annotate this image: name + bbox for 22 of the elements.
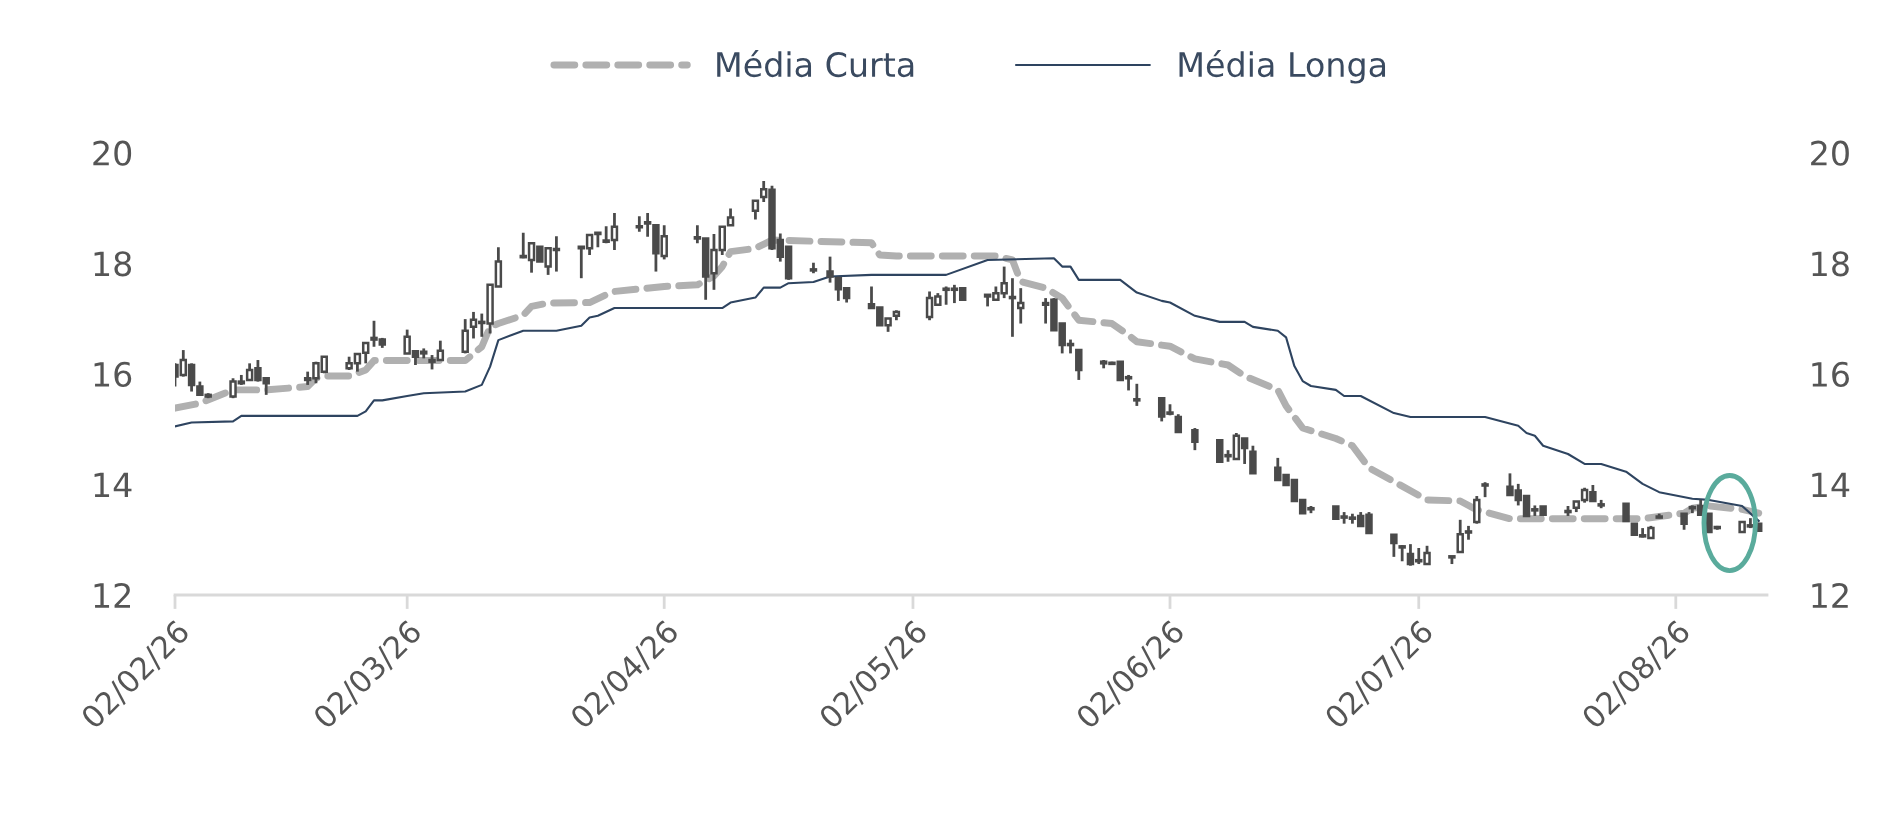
y2-tick-label: 12 bbox=[1812, 582, 1848, 608]
y-tick-label: 16 bbox=[94, 361, 132, 387]
y-tick-label: 20 bbox=[93, 140, 132, 166]
y-tick-label: 14 bbox=[94, 472, 132, 498]
candlestick bbox=[1473, 494, 1481, 526]
candlestick bbox=[1008, 276, 1017, 339]
y2-tick-label: 16 bbox=[1812, 361, 1849, 387]
candlestick bbox=[1075, 348, 1083, 382]
legend-label: Média Longa bbox=[1179, 50, 1386, 84]
candlestick bbox=[461, 317, 469, 355]
candlestick bbox=[1017, 286, 1025, 325]
y-tick-label: 18 bbox=[94, 251, 132, 277]
candlestick bbox=[1191, 426, 1199, 452]
legend-label: Média Curta bbox=[717, 50, 914, 78]
candlestick bbox=[1133, 382, 1141, 408]
candlestick bbox=[1249, 444, 1257, 475]
y2-tick-label: 18 bbox=[1812, 251, 1849, 277]
y2-tick-label: 20 bbox=[1811, 140, 1849, 166]
candlestick bbox=[751, 199, 760, 221]
candlestick bbox=[1390, 533, 1398, 559]
y-tick-label: 12 bbox=[94, 582, 130, 608]
y2-tick-label: 14 bbox=[1812, 472, 1850, 498]
